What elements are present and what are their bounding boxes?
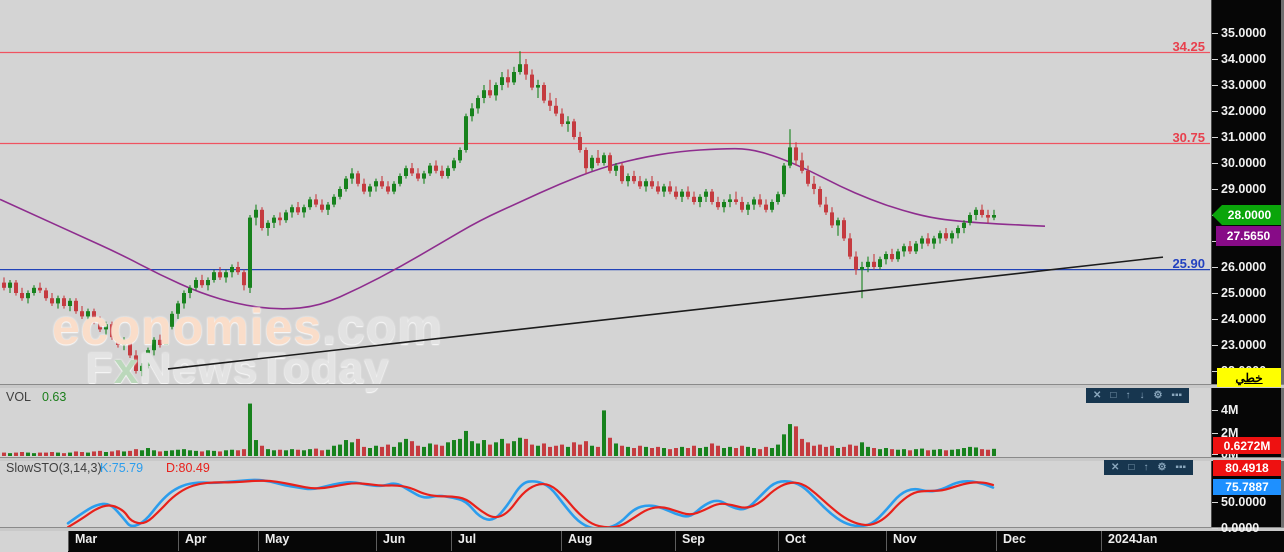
sto-panel-title: SlowSTO(3,14,3): [6, 461, 102, 475]
close-icon[interactable]: ✕: [1111, 461, 1120, 473]
sto-d-badge: 80.4918: [1213, 460, 1281, 476]
price-tick-label: 23.0000: [1221, 338, 1267, 352]
move-up-icon[interactable]: ↑: [1125, 389, 1131, 401]
sto-panel-toolbar: ✕ □ ↑ ⚙ ▪▪▪: [1104, 460, 1194, 475]
panel-splitter-bottom: [0, 527, 1284, 531]
maximize-icon[interactable]: □: [1128, 461, 1135, 473]
axis-tick-mark: [1212, 110, 1218, 112]
month-tick: [376, 531, 377, 551]
moving-average-line: [0, 147, 1046, 310]
month-label: Apr: [185, 532, 207, 546]
axis-tick-mark: [1212, 292, 1218, 294]
price-tick-label: 30.0000: [1221, 156, 1267, 170]
more-options-icon[interactable]: ▪▪▪: [1171, 389, 1183, 401]
move-up-icon[interactable]: ↑: [1143, 461, 1149, 473]
window-edge: [1281, 0, 1284, 552]
settings-gear-icon[interactable]: ⚙: [1157, 461, 1167, 473]
month-label: Sep: [682, 532, 705, 546]
month-label: May: [265, 532, 290, 546]
month-tick: [1101, 531, 1102, 551]
sto-tick-label: 0.0000: [1221, 521, 1260, 535]
axis-tick-mark: [1212, 84, 1218, 86]
axis-tick-mark: [1212, 32, 1218, 34]
trend-line[interactable]: [167, 256, 1164, 370]
month-tick: [778, 531, 779, 551]
axis-tick-mark: [1212, 162, 1218, 164]
sto-k-value-label: K:75.79: [100, 461, 144, 475]
month-tick: [675, 531, 676, 551]
candlestick-series: [2, 51, 996, 377]
axis-tick-mark: [1212, 409, 1218, 411]
price-tick-label: 33.0000: [1221, 78, 1267, 92]
volume-panel-title: VOL: [6, 390, 32, 404]
price-tick-label: 31.0000: [1221, 130, 1267, 144]
sto-tick-label: 50.0000: [1221, 495, 1267, 509]
month-label: 2024Jan: [1108, 532, 1158, 546]
month-tick: [561, 531, 562, 551]
panel-splitter-sto[interactable]: [0, 457, 1284, 461]
month-tick: [258, 531, 259, 551]
month-label: Nov: [893, 532, 917, 546]
move-down-icon[interactable]: ↓: [1139, 389, 1145, 401]
sto-k-badge: 75.7887: [1213, 479, 1281, 495]
month-tick: [451, 531, 452, 551]
month-label: Aug: [568, 532, 593, 546]
support-label: 25.90: [1172, 256, 1205, 271]
price-tick-label: 26.0000: [1221, 260, 1267, 274]
axis-tick-mark: [1212, 501, 1218, 503]
settings-gear-icon[interactable]: ⚙: [1153, 389, 1163, 401]
volume-current-value: 0.63: [42, 390, 67, 404]
axis-tick-mark: [1212, 240, 1218, 242]
last-price-badge: 28.0000: [1212, 205, 1281, 225]
resistance-label-1: 34.25: [1172, 39, 1205, 54]
axis-tick-mark: [1212, 58, 1218, 60]
month-label: Jul: [458, 532, 477, 546]
price-tick-label: 32.0000: [1221, 104, 1267, 118]
month-tick: [68, 531, 69, 551]
panel-splitter-volume[interactable]: [0, 384, 1284, 388]
month-label: Mar: [75, 532, 98, 546]
axis-tick-mark: [1212, 527, 1218, 529]
maximize-icon[interactable]: □: [1110, 389, 1117, 401]
scale-type-badge[interactable]: خطي: [1217, 368, 1281, 387]
sto-d-value-label: D:80.49: [166, 461, 210, 475]
month-label: Jun: [383, 532, 406, 546]
axis-tick-mark: [1212, 266, 1218, 268]
sto-d-line: [66, 479, 995, 529]
volume-panel-toolbar: ✕ □ ↑ ↓ ⚙ ▪▪▪: [1086, 388, 1190, 403]
month-label: Dec: [1003, 532, 1026, 546]
price-tick-label: 24.0000: [1221, 312, 1267, 326]
resistance-label-2: 30.75: [1172, 130, 1205, 145]
month-tick: [178, 531, 179, 551]
price-tick-label: 29.0000: [1221, 182, 1267, 196]
price-tick-label: 25.0000: [1221, 286, 1267, 300]
price-tick-label: 35.0000: [1221, 26, 1267, 40]
time-axis[interactable]: [68, 530, 1284, 552]
axis-tick-mark: [1212, 453, 1218, 455]
axis-tick-mark: [1212, 188, 1218, 190]
volume-tick-label: 2M: [1221, 426, 1239, 441]
axis-tick-mark: [1212, 432, 1218, 434]
more-options-icon[interactable]: ▪▪▪: [1175, 461, 1187, 473]
volume-tick-label: 4M: [1221, 403, 1239, 418]
month-label: Oct: [785, 532, 806, 546]
month-tick: [886, 531, 887, 551]
volume-series: [2, 403, 996, 456]
price-tick-label: 34.0000: [1221, 52, 1267, 66]
volume-value-badge: 0.6272M: [1213, 437, 1281, 454]
axis-tick-mark: [1212, 370, 1218, 372]
month-tick: [996, 531, 997, 551]
ma-value-badge: 27.5650: [1216, 226, 1281, 246]
axis-tick-mark: [1212, 318, 1218, 320]
axis-tick-mark: [1212, 344, 1218, 346]
close-icon[interactable]: ✕: [1093, 389, 1102, 401]
axis-tick-mark: [1212, 136, 1218, 138]
